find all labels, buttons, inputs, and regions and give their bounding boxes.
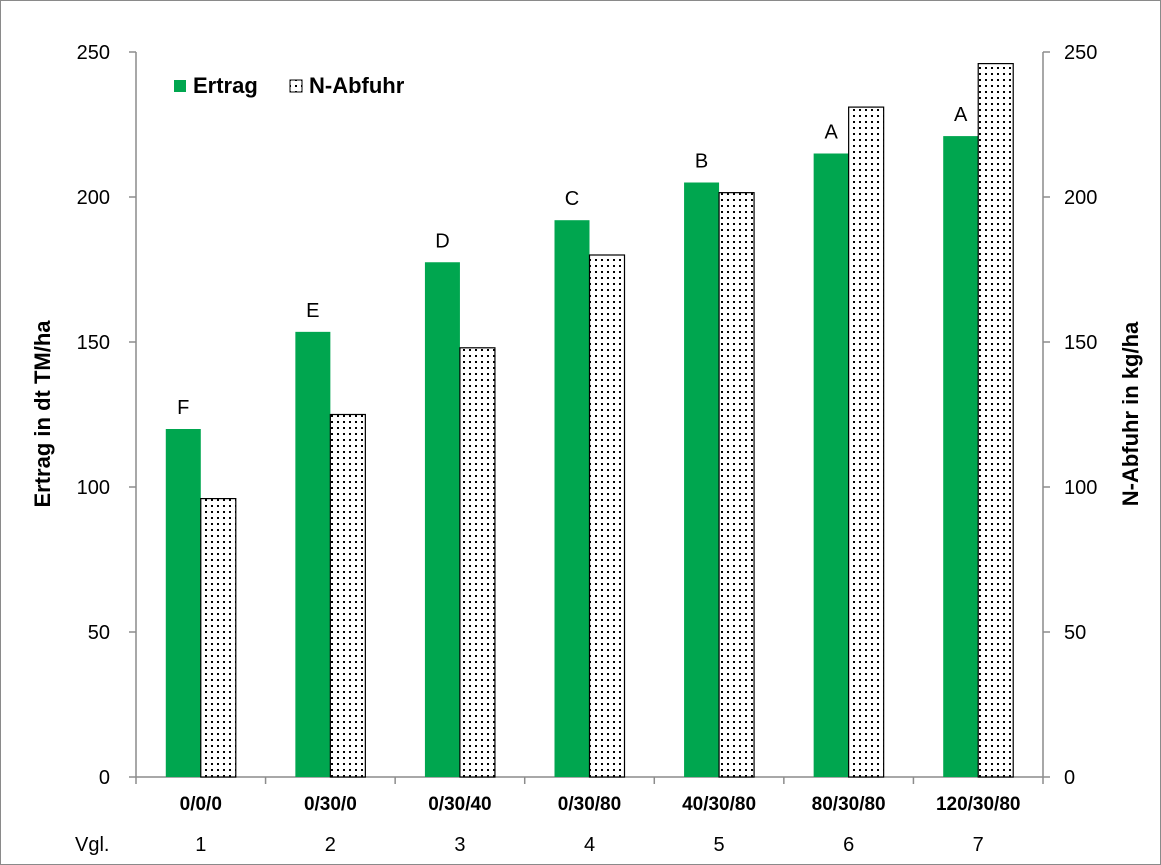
legend-swatch-n-abfuhr [289, 79, 303, 93]
category-label: 80/30/80 [812, 794, 886, 815]
category-label: 0/30/0 [304, 794, 357, 815]
right-tick-label: 200 [1064, 187, 1097, 209]
significance-label: A [824, 122, 838, 144]
bar-n-abfuhr [329, 413, 366, 778]
left-ticks: 0 50 100 150 200 250 [77, 42, 136, 789]
legend: Ertrag N-Abfuhr [174, 73, 405, 98]
vgl-number: 1 [195, 834, 206, 856]
category-label: 0/30/40 [428, 794, 491, 815]
vgl-number: 2 [325, 834, 336, 856]
category-labels: 0/0/0 0/30/0 0/30/40 0/30/80 40/30/80 80/30/8… [180, 794, 1021, 815]
significance-label: C [565, 188, 579, 210]
significance-labels: F E D C B A A [177, 104, 968, 419]
bar-ertrag [424, 262, 460, 777]
bar-ertrag [295, 331, 331, 777]
left-tick-label: 250 [77, 42, 110, 64]
bar-n-abfuhr [977, 62, 1014, 778]
vgl-label: Vgl. [75, 834, 109, 856]
bar-n-abfuhr [848, 106, 885, 778]
category-label: 0/0/0 [180, 794, 222, 815]
significance-label: A [954, 104, 968, 126]
left-tick-label: 150 [77, 332, 110, 354]
significance-label: F [177, 397, 189, 419]
legend-label-ertrag: Ertrag [193, 73, 258, 98]
bar-ertrag [943, 136, 979, 778]
category-label: 40/30/80 [682, 794, 756, 815]
right-tick-label: 100 [1064, 477, 1097, 499]
significance-label: B [695, 151, 708, 173]
significance-label: E [306, 300, 319, 322]
vgl-number: 3 [454, 834, 465, 856]
category-label: 0/30/80 [558, 794, 621, 815]
bar-ertrag [554, 220, 590, 777]
bar-n-abfuhr [200, 498, 237, 778]
bar-ertrag [813, 153, 849, 777]
y-axis-label-right: N-Abfuhr in kg/ha [1118, 321, 1143, 506]
bar-n-abfuhr [718, 192, 755, 778]
bar-ertrag [165, 429, 201, 777]
bar-n-abfuhr [588, 254, 626, 778]
left-tick-label: 200 [77, 187, 110, 209]
left-tick-label: 50 [88, 622, 110, 644]
legend-label-n-abfuhr: N-Abfuhr [309, 73, 405, 98]
category-label: 120/30/80 [936, 794, 1021, 815]
right-tick-label: 150 [1064, 332, 1097, 354]
legend-swatch-ertrag [174, 80, 186, 92]
bar-ertrag [684, 182, 720, 777]
bar-n-abfuhr [459, 347, 496, 778]
right-ticks: 0 50 100 150 200 250 [1043, 42, 1097, 789]
vgl-number: 5 [714, 834, 725, 856]
significance-label: D [435, 230, 449, 252]
bars [165, 62, 1014, 778]
x-ticks [135, 777, 1044, 784]
left-tick-label: 0 [99, 767, 110, 789]
right-tick-label: 250 [1064, 42, 1097, 64]
left-tick-label: 100 [77, 477, 110, 499]
right-tick-label: 0 [1064, 767, 1075, 789]
vgl-number: 6 [843, 834, 854, 856]
right-tick-label: 50 [1064, 622, 1086, 644]
vgl-number: 4 [584, 834, 595, 856]
vgl-labels: 1 2 3 4 5 6 7 [195, 834, 984, 856]
y-axis-label-left: Ertrag in dt TM/ha [30, 320, 55, 508]
vgl-number: 7 [973, 834, 984, 856]
